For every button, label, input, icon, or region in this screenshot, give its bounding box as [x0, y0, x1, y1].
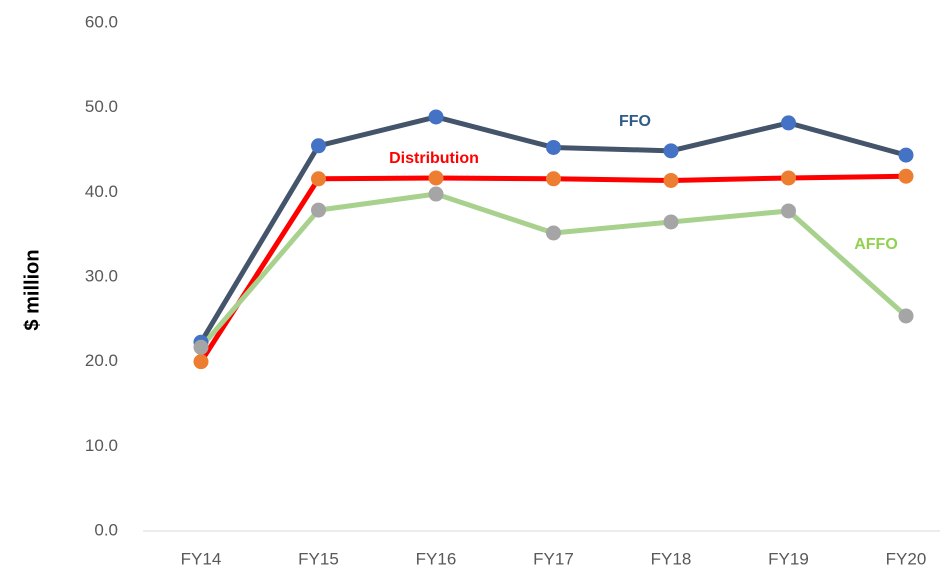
marker	[898, 308, 914, 324]
marker	[311, 202, 326, 218]
x-tick-label: FY20	[886, 549, 927, 568]
marker	[546, 139, 561, 155]
x-tick-label: FY17	[533, 549, 574, 568]
marker	[311, 171, 326, 187]
marker	[663, 172, 679, 188]
marker	[898, 168, 914, 184]
y-tick-label: 40.0	[85, 182, 118, 201]
marker	[193, 339, 209, 355]
series-label: AFFO	[854, 236, 898, 253]
marker	[898, 147, 914, 163]
series-line	[198, 173, 907, 364]
marker	[546, 171, 561, 187]
marker	[546, 225, 561, 241]
marker	[428, 186, 444, 202]
marker	[663, 143, 679, 159]
marker	[311, 138, 326, 154]
marker	[428, 170, 444, 186]
y-tick-label: 20.0	[85, 351, 118, 370]
marker	[781, 203, 796, 219]
y-tick-label: 50.0	[85, 97, 118, 116]
marker	[193, 354, 209, 370]
x-tick-label: FY15	[298, 549, 339, 568]
y-tick-label: 30.0	[85, 266, 118, 285]
y-tick-label: 10.0	[85, 436, 118, 455]
marker	[781, 115, 796, 131]
series-line	[199, 191, 908, 349]
series-label: FFO	[619, 113, 651, 130]
y-tick-label: 60.0	[85, 12, 118, 31]
marker	[428, 109, 444, 125]
x-tick-label: FY19	[768, 549, 809, 568]
y-tick-label: 0.0	[94, 520, 118, 539]
x-tick-label: FY16	[416, 549, 457, 568]
y-axis-title: $ million	[21, 249, 43, 330]
x-tick-label: FY18	[651, 549, 692, 568]
series-label: Distribution	[389, 150, 479, 167]
x-tick-label: FY14	[181, 549, 222, 568]
marker	[663, 214, 679, 230]
marker	[781, 170, 796, 186]
